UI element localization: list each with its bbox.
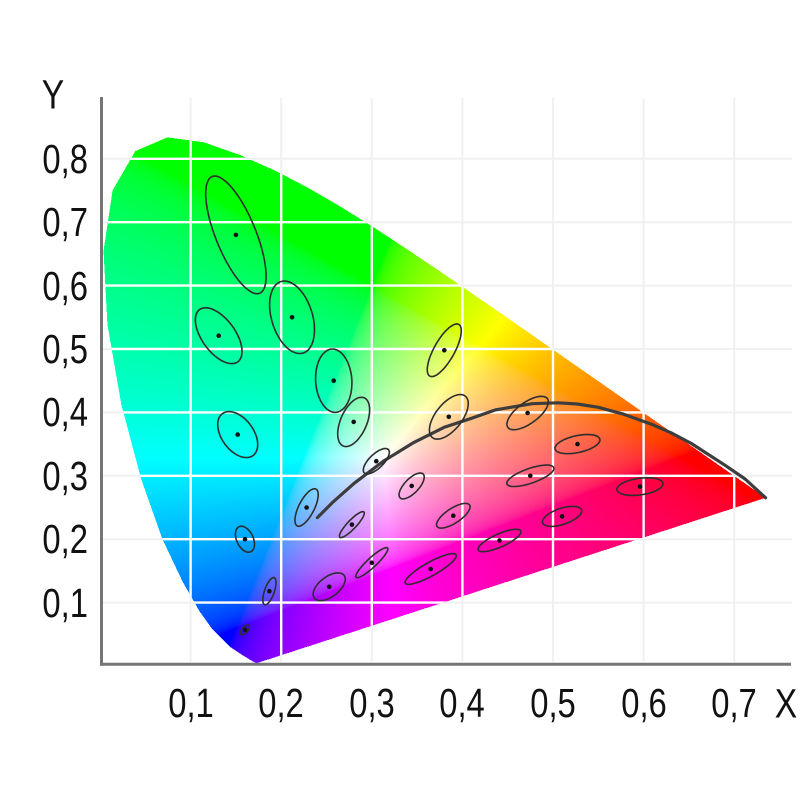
y-tick-label: 0,3 xyxy=(0,454,88,498)
macadam-ellipse xyxy=(239,624,251,636)
macadam-ellipse xyxy=(194,307,243,365)
ellipse-center-dot xyxy=(528,473,533,479)
ellipse-center-dot xyxy=(267,588,272,594)
x-tick-label: 0,7 xyxy=(706,681,763,725)
macadam-ellipse xyxy=(616,476,664,497)
macadam-ellipse xyxy=(204,175,267,295)
x-tick-label-text: 0,1 xyxy=(167,680,214,726)
x-tick-label: 0,4 xyxy=(434,681,491,725)
ellipse-center-dot xyxy=(349,522,355,527)
x-tick-label-text: 0,4 xyxy=(439,680,486,726)
ellipse-center-dot xyxy=(374,458,379,464)
y-tick-label: 0,2 xyxy=(0,517,88,561)
ellipse-center-dot xyxy=(331,378,337,384)
macadam-ellipse xyxy=(362,447,391,475)
y-axis-label-text: Y xyxy=(41,71,65,118)
x-tick-label: 0,1 xyxy=(162,681,219,725)
x-tick-label-text: 0,5 xyxy=(530,680,576,726)
macadam-ellipse xyxy=(338,510,366,539)
x-tick-label-text: 0,6 xyxy=(620,680,667,726)
y-tick-label-text: 0,6 xyxy=(42,262,88,309)
ellipse-center-dot xyxy=(409,483,415,489)
y-tick-label: 0,7 xyxy=(0,200,88,244)
y-tick-label-text: 0,3 xyxy=(42,452,88,499)
ellipse-center-dot xyxy=(446,414,452,420)
macadam-ellipse xyxy=(554,433,601,455)
macadam-ellipse xyxy=(435,502,471,529)
ellipse-center-dot xyxy=(304,505,309,510)
ellipse-center-dot xyxy=(497,538,502,543)
macadam-ellipse xyxy=(234,525,256,554)
macadam-ellipse xyxy=(312,572,347,602)
x-tick-label: 0,6 xyxy=(615,681,672,725)
x-tick-label-text: 0,3 xyxy=(348,680,395,726)
ellipse-center-dot xyxy=(559,514,565,519)
ellipse-center-dot xyxy=(637,484,643,489)
ellipse-center-dot xyxy=(369,560,375,565)
ellipse-center-dot xyxy=(216,333,221,339)
macadam-ellipse xyxy=(506,395,550,431)
macadam-ellipse xyxy=(426,323,463,378)
macadam-ellipse xyxy=(294,487,319,528)
x-tick-label-text: 0,2 xyxy=(258,680,304,726)
ellipse-center-dot xyxy=(289,315,295,320)
macadam-ellipse xyxy=(477,528,522,553)
y-tick-label-text: 0,8 xyxy=(42,135,88,182)
macadam-ellipse xyxy=(541,505,583,528)
ellipse-center-dot xyxy=(451,513,456,518)
axis-lines xyxy=(100,97,791,666)
macadam-ellipse xyxy=(404,552,458,586)
x-tick-label: 0,5 xyxy=(525,681,582,725)
ellipse-center-dot xyxy=(442,348,447,353)
macadam-ellipse xyxy=(354,546,389,579)
macadam-ellipse xyxy=(398,472,425,500)
ellipse-center-dot xyxy=(525,410,530,416)
x-tick-label-text: 0,7 xyxy=(711,680,757,726)
x-axis-label: X xyxy=(772,681,799,728)
x-axis-label-text: X xyxy=(774,680,798,727)
macadam-ellipse xyxy=(262,576,277,606)
x-tick-label: 0,3 xyxy=(343,681,400,725)
ellipse-center-dot xyxy=(242,627,248,633)
ellipse-center-dot xyxy=(575,441,580,447)
planckian-locus-curve xyxy=(315,401,768,520)
macadam-ellipse xyxy=(268,280,316,355)
macadam-ellipse xyxy=(428,393,469,440)
y-tick-label-text: 0,5 xyxy=(42,326,88,372)
ellipse-center-dot xyxy=(326,584,332,590)
macadam-ellipse xyxy=(506,464,555,488)
ellipse-center-dot xyxy=(351,419,357,425)
macadam-ellipse xyxy=(314,348,353,414)
ellipse-center-dot xyxy=(235,432,240,437)
ellipse-center-dot xyxy=(233,232,239,238)
y-tick-label-text: 0,7 xyxy=(42,199,88,246)
macadam-ellipse xyxy=(216,410,259,459)
y-tick-label: 0,6 xyxy=(0,264,88,308)
y-tick-label: 0,5 xyxy=(0,327,88,371)
y-tick-label-text: 0,1 xyxy=(42,579,88,626)
y-tick-label-text: 0,4 xyxy=(42,389,88,436)
x-tick-label: 0,2 xyxy=(253,681,310,725)
ellipse-center-dot xyxy=(428,566,434,572)
y-tick-label: 0,8 xyxy=(0,137,88,181)
y-tick-label-text: 0,2 xyxy=(42,516,88,563)
y-axis-label: Y xyxy=(39,72,66,119)
ellipse-center-dot xyxy=(242,536,248,542)
macadam-ellipse xyxy=(336,396,371,448)
macadam-ellipses xyxy=(194,175,664,636)
y-tick-label: 0,4 xyxy=(0,390,88,434)
y-tick-label: 0,1 xyxy=(0,581,88,625)
